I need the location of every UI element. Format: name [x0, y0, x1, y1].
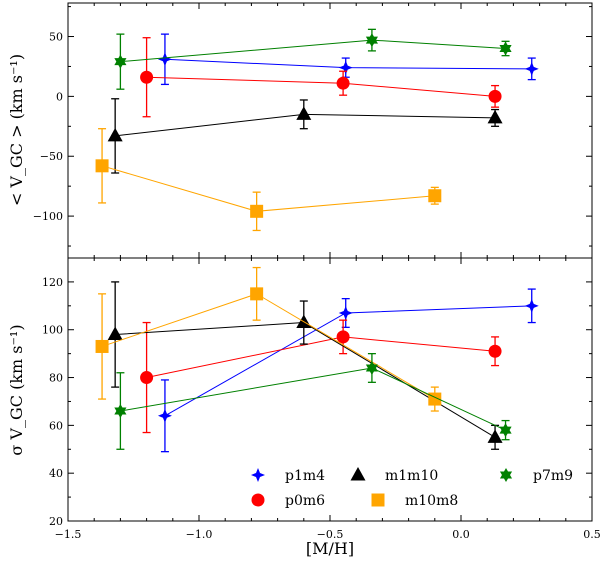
- sigma-ytick-label-2: 60: [49, 419, 63, 432]
- legend-marker-m10m8: [371, 493, 385, 507]
- mean-line-m10m8: [101, 165, 435, 212]
- mean-point-m10m8-2: [428, 189, 442, 203]
- x-tick-labels: −1.5 −1.0 −0.5 0.0 0.5: [55, 528, 600, 541]
- y-axis-label-sigma: σ V_GC (km s⁻¹): [7, 324, 26, 455]
- x-tick-label-0: −1.5: [55, 528, 82, 541]
- sigma-line-m1m10: [115, 322, 496, 438]
- sigma-point-p0m6-1: [336, 330, 350, 344]
- mean-point-m10m8-0: [95, 159, 109, 173]
- mean-ytick-label-0: −100: [33, 210, 63, 223]
- legend-label-p7m9: p7m9: [533, 468, 573, 484]
- mean-point-p7m9-2-star-core: [501, 44, 510, 53]
- sigma-point-m10m8-0: [95, 339, 109, 353]
- mean-point-m1m10-1: [296, 106, 312, 120]
- mean-point-m1m10-2: [487, 109, 503, 124]
- legend-label-p1m4: p1m4: [285, 468, 325, 484]
- mean-point-p7m9-0: [114, 54, 127, 69]
- mean-line-p7m9: [120, 39, 506, 63]
- sigma-point-p7m9-0-star-core: [116, 407, 125, 415]
- y-axis-label-mean: < V_GC > (km s⁻¹): [7, 54, 26, 206]
- sigma-point-p1m4-1: [338, 305, 353, 320]
- sigma-point-p1m4-2: [524, 298, 539, 313]
- panel-sigma-series: [95, 266, 539, 453]
- mean-point-p0m6-0: [140, 70, 154, 84]
- mean-point-p1m4-2: [524, 61, 539, 76]
- sigma-ytick-label-0: 20: [49, 515, 63, 528]
- panel-mean-ticks: −100 −50 0 50: [33, 3, 593, 258]
- sigma-point-p7m9-2-star-core: [501, 426, 510, 434]
- panel-mean-series: [95, 28, 539, 232]
- x-tick-label-2: −0.5: [317, 528, 344, 541]
- mean-line-p0m6: [146, 76, 496, 97]
- legend-label-m1m10: m1m10: [385, 468, 438, 484]
- mean-point-p0m6-2: [488, 89, 502, 103]
- sigma-ytick-label-3: 80: [49, 372, 63, 385]
- sigma-ytick-label-1: 40: [49, 467, 63, 480]
- x-tick-label-4: 0.5: [583, 528, 600, 541]
- legend-marker-p7m9-star-core: [502, 471, 510, 479]
- sigma-line-p0m6: [146, 336, 496, 379]
- mean-point-m1m10-0: [107, 127, 123, 142]
- legend-marker-p0m6: [251, 493, 265, 507]
- sigma-ytick-label-4: 100: [42, 324, 63, 337]
- x-axis-label: [M/H]: [306, 539, 354, 558]
- x-tick-label-1: −1.0: [186, 528, 213, 541]
- sigma-point-m10m8-1: [250, 287, 264, 301]
- x-tick-label-3: 0.0: [452, 528, 470, 541]
- legend: p1m4 m1m10 p7m9 p0m6 m10m8: [251, 467, 573, 509]
- sigma-line-m10m8: [101, 293, 436, 400]
- sigma-point-p7m9-2: [499, 423, 512, 438]
- legend-marker-p1m4: [251, 468, 265, 482]
- sigma-point-p7m9-1: [365, 360, 378, 375]
- sigma-point-m1m10-0: [107, 326, 123, 341]
- mean-point-p7m9-2: [499, 41, 512, 56]
- sigma-point-m1m10-2: [487, 429, 503, 443]
- panel-sigma: 20 40 60 80 100 120: [42, 257, 593, 528]
- sigma-point-p0m6-0: [140, 371, 154, 385]
- legend-marker-p7m9: [499, 468, 513, 482]
- sigma-line-p1m4: [164, 305, 532, 417]
- mean-ytick-label-1: −50: [40, 150, 63, 163]
- sigma-line-p7m9: [120, 367, 506, 431]
- sigma-point-p0m6-2: [488, 344, 502, 358]
- panel-mean: −100 −50 0 50: [33, 2, 593, 259]
- mean-point-p7m9-1-star-core: [368, 36, 376, 44]
- legend-label-p0m6: p0m6: [285, 493, 325, 509]
- mean-point-p1m4-0: [157, 52, 172, 67]
- sigma-point-p1m4-0: [157, 408, 172, 423]
- mean-point-p7m9-0-star-core: [116, 57, 125, 66]
- mean-point-p1m4-1: [338, 60, 353, 75]
- sigma-point-p7m9-1-star-core: [368, 364, 376, 372]
- mean-ytick-label-3: 50: [49, 31, 63, 44]
- mean-point-m10m8-1: [250, 204, 264, 218]
- mean-ytick-label-2: 0: [56, 90, 63, 103]
- panel-sigma-ticks: 20 40 60 80 100 120: [42, 257, 593, 528]
- sigma-point-p7m9-0: [114, 404, 127, 419]
- legend-label-m10m8: m10m8: [405, 493, 458, 509]
- mean-point-p0m6-1: [336, 76, 350, 90]
- legend-marker-m1m10: [350, 467, 366, 481]
- sigma-ytick-label-5: 120: [42, 276, 63, 289]
- mean-point-p7m9-1: [365, 33, 378, 48]
